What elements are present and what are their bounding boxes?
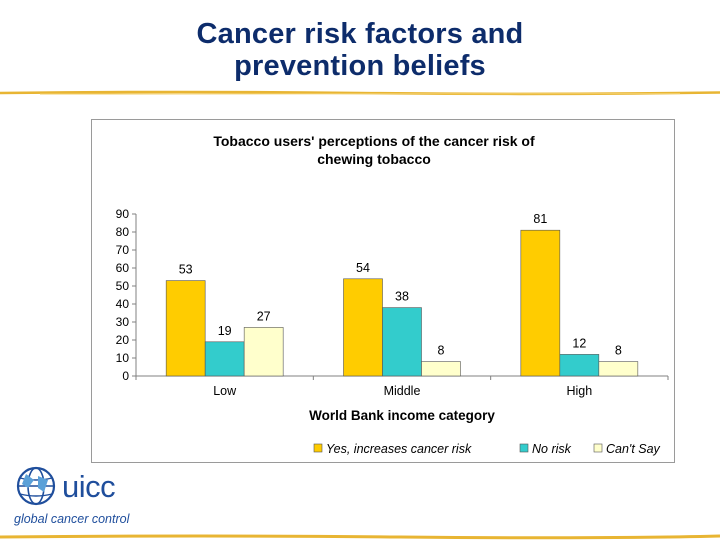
y-tick-label: 70 bbox=[116, 243, 130, 257]
legend-swatch bbox=[519, 443, 529, 453]
x-axis-title: World Bank income category bbox=[309, 408, 495, 423]
chart-title-line1: Tobacco users' perceptions of the cancer… bbox=[213, 133, 535, 149]
y-tick-label: 0 bbox=[122, 369, 129, 383]
slide-title-line1: Cancer risk factors and bbox=[196, 18, 524, 50]
bar-no-risk-high bbox=[559, 354, 600, 377]
bar-yes-increases-cancer-risk-middle bbox=[343, 278, 383, 377]
logo-wordmark: uicc bbox=[62, 469, 116, 504]
y-tick-label: 10 bbox=[116, 351, 130, 365]
data-label: 54 bbox=[356, 261, 370, 275]
y-tick-label: 60 bbox=[116, 261, 130, 275]
bar-no-risk-middle bbox=[382, 307, 422, 377]
chart-title-line2: chewing tobacco bbox=[317, 151, 431, 167]
data-label: 8 bbox=[615, 344, 622, 358]
bar-yes-increases-cancer-risk-high bbox=[520, 229, 561, 377]
legend-swatch bbox=[313, 443, 323, 453]
data-label: 19 bbox=[218, 324, 232, 338]
legend-label: No risk bbox=[532, 442, 572, 456]
slide-title: Cancer risk factors and prevention belie… bbox=[0, 18, 720, 82]
chart-frame: Tobacco users' perceptions of the cancer… bbox=[91, 119, 675, 463]
legend-label: Can't Say bbox=[606, 442, 661, 456]
bar-yes-increases-cancer-risk-low bbox=[165, 280, 206, 377]
bar-chart: Tobacco users' perceptions of the cancer… bbox=[116, 133, 669, 456]
x-tick-label: Low bbox=[213, 384, 237, 398]
data-label: 8 bbox=[438, 344, 445, 358]
y-tick-label: 30 bbox=[116, 315, 130, 329]
data-label: 12 bbox=[572, 336, 586, 350]
y-tick-label: 40 bbox=[116, 297, 130, 311]
x-tick-label: High bbox=[566, 384, 592, 398]
bottom-divider bbox=[0, 534, 720, 540]
data-label: 38 bbox=[395, 290, 409, 304]
slide-title-line2: prevention beliefs bbox=[234, 50, 486, 82]
y-tick-label: 50 bbox=[116, 279, 130, 293]
data-label: 53 bbox=[179, 263, 193, 277]
y-tick-label: 90 bbox=[116, 207, 130, 221]
bar-can-t-say-low bbox=[243, 327, 284, 377]
bar-can-t-say-middle bbox=[421, 361, 461, 377]
legend-label: Yes, increases cancer risk bbox=[326, 442, 472, 456]
data-label: 27 bbox=[257, 309, 271, 323]
legend-swatch bbox=[593, 443, 603, 453]
bar-can-t-say-high bbox=[598, 361, 639, 377]
bar-no-risk-low bbox=[204, 341, 245, 377]
x-tick-label: Middle bbox=[384, 384, 421, 398]
y-tick-label: 20 bbox=[116, 333, 130, 347]
data-label: 81 bbox=[533, 212, 547, 226]
globe-icon bbox=[16, 466, 56, 506]
y-tick-label: 80 bbox=[116, 225, 130, 239]
title-divider bbox=[0, 90, 720, 96]
logo-tagline: global cancer control bbox=[14, 512, 130, 526]
